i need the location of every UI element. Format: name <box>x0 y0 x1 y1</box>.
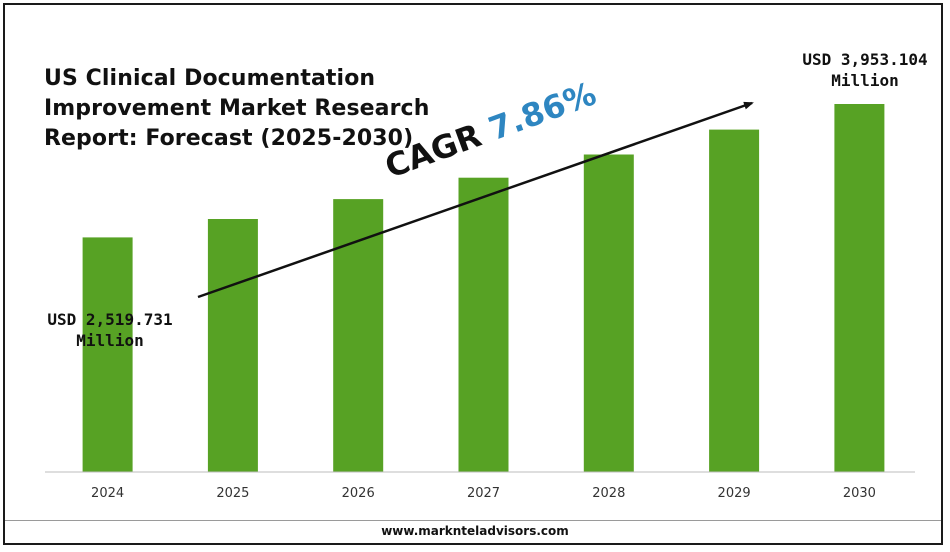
x-tick-label-2025: 2025 <box>216 486 249 501</box>
bar-2030 <box>834 104 885 472</box>
x-tick-label-2027: 2027 <box>467 486 500 501</box>
end-value-line2: Million <box>831 71 899 90</box>
bar-2024 <box>82 237 133 472</box>
chart-title: US Clinical Documentation Improvement Ma… <box>44 64 444 154</box>
x-tick-label-2028: 2028 <box>592 486 625 501</box>
end-value-label: USD 3,953.104 Million <box>785 49 945 91</box>
start-value-line1: USD 2,519.731 <box>47 310 173 329</box>
footer-url: www.marknteladvisors.com <box>381 524 569 538</box>
x-tick-label-2026: 2026 <box>342 486 375 501</box>
start-value-label: USD 2,519.731 Million <box>30 309 190 351</box>
end-value-line1: USD 3,953.104 <box>802 50 928 69</box>
bar-2025 <box>207 219 258 472</box>
bar-2027 <box>458 177 509 472</box>
footer-divider <box>5 520 941 521</box>
bar-2028 <box>583 154 634 472</box>
x-tick-label-2029: 2029 <box>718 486 751 501</box>
bar-2026 <box>333 199 384 472</box>
bar-2029 <box>709 129 760 472</box>
start-value-line2: Million <box>76 331 144 350</box>
cagr-arrow <box>197 101 754 299</box>
title-line-1: US Clinical Documentation <box>44 66 376 91</box>
x-tick-label-2024: 2024 <box>91 486 124 501</box>
title-line-2: Improvement Market Research <box>44 96 430 121</box>
x-tick-label-2030: 2030 <box>843 486 876 501</box>
title-line-3: Report: Forecast (2025-2030) <box>44 126 414 151</box>
